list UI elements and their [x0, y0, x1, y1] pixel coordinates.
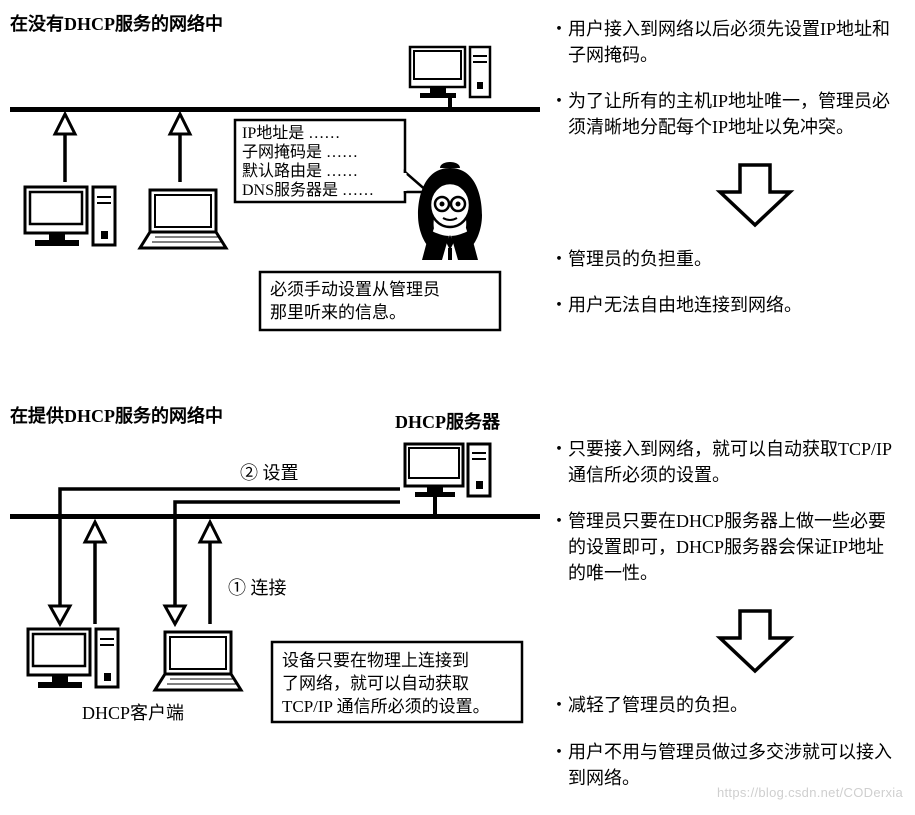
s2-result-0: 减轻了管理员的负担。: [550, 692, 900, 718]
up-arrow-client2-icon: [200, 522, 220, 624]
dhcp-client-label: DHCP客户端: [82, 703, 184, 723]
scenario1-note-box: 必须手动设置从管理员 那里听来的信息。: [260, 272, 500, 330]
scenario2-svg: ② 设置: [10, 434, 540, 764]
down-arrowhead-2-icon: [165, 606, 185, 624]
scenario2-note-box: 设备只要在物理上连接到 了网络，就可以自动获取 TCP/IP 通信所必须的设置。: [272, 642, 522, 722]
client-laptop-icon: [155, 632, 241, 690]
up-arrow-client1-icon: [85, 522, 105, 624]
scenario2-illustration: 在提供DHCP服务的网络中 DHCP服务器 ② 设置: [10, 402, 540, 764]
speech-line-0: IP地址是 ……: [242, 124, 340, 142]
step1-label: ① 连接: [228, 578, 287, 598]
s1-note-line-0: 必须手动设置从管理员: [270, 280, 440, 299]
scenario1-svg: IP地址是 …… 子网掩码是 …… 默认路由是 …… DNS服务器是 ……: [10, 42, 540, 342]
scenario1-illustration: 在没有DHCP服务的网络中: [10, 10, 540, 342]
scenario1-title: 在没有DHCP服务的网络中: [10, 10, 540, 36]
s1-result-1: 用户无法自由地连接到网络。: [550, 292, 900, 318]
network-bus: [10, 107, 540, 112]
dhcp-server-label: DHCP服务器: [395, 408, 500, 434]
speech-line-1: 子网掩码是 ……: [242, 143, 358, 161]
scenario-with-dhcp: 在提供DHCP服务的网络中 DHCP服务器 ② 设置: [10, 402, 905, 805]
s1-bullet-1: 为了让所有的主机IP地址唯一，管理员必须清晰地分配每个IP地址以免冲突。: [550, 88, 900, 140]
s1-bullet-0: 用户接入到网络以后必须先设置IP地址和子网掩码。: [550, 16, 900, 68]
consequence-arrow-2-icon: [715, 606, 795, 676]
laptop-icon: [140, 190, 226, 248]
client-desktop-icon: [28, 629, 118, 688]
s2-note-line-2: TCP/IP 通信所必须的设置。: [282, 697, 490, 716]
s2-note-line-0: 设备只要在物理上连接到: [282, 651, 469, 670]
scenario-no-dhcp: 在没有DHCP服务的网络中: [10, 10, 905, 342]
scenario2-title: 在提供DHCP服务的网络中: [10, 402, 395, 428]
uplink-arrow-2-icon: [170, 114, 190, 182]
admin-speech-box: IP地址是 …… 子网掩码是 …… 默认路由是 …… DNS服务器是 ……: [235, 120, 428, 202]
consequence-arrow-icon: [715, 160, 795, 230]
step2-label: ② 设置: [240, 463, 299, 483]
network-bus-2: [10, 514, 540, 519]
s2-note-line-1: 了网络，就可以自动获取: [282, 674, 469, 693]
speech-line-3: DNS服务器是 ……: [242, 181, 374, 199]
s1-result-0: 管理员的负担重。: [550, 246, 900, 272]
speech-line-2: 默认路由是 ……: [242, 162, 358, 180]
uplink-arrow-1-icon: [55, 114, 75, 182]
desktop-pc-icon: [25, 187, 115, 246]
down-arrowhead-1-icon: [50, 606, 70, 624]
s2-bullet-0: 只要接入到网络，就可以自动获取TCP/IP通信所必须的设置。: [550, 436, 900, 488]
watermark-text: https://blog.csdn.net/CODerxia: [717, 785, 903, 800]
s1-note-line-1: 那里听来的信息。: [270, 303, 406, 322]
s2-result-1: 用户不用与管理员做过多交涉就可以接入到网络。: [550, 739, 900, 791]
scenario2-explanation: 只要接入到网络，就可以自动获取TCP/IP通信所必须的设置。 管理员只要在DHC…: [540, 402, 900, 805]
dhcp-server-icon: [405, 444, 490, 519]
scenario1-explanation: 用户接入到网络以后必须先设置IP地址和子网掩码。 为了让所有的主机IP地址唯一，…: [540, 10, 900, 333]
s2-bullet-1: 管理员只要在DHCP服务器上做一些必要的设置即可，DHCP服务器会保证IP地址的…: [550, 508, 900, 586]
computer-top-icon: [410, 47, 490, 108]
dhcp-comparison-diagram: 在没有DHCP服务的网络中: [10, 10, 905, 805]
admin-person-icon: [418, 162, 482, 260]
